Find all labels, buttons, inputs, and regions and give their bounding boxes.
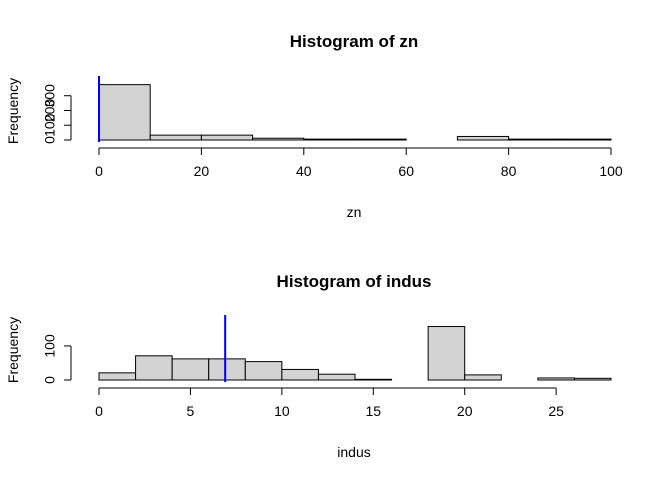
indus-bar: [317, 373, 356, 381]
indus-bar: [281, 368, 319, 381]
zn-bar: [252, 137, 305, 141]
zn-x-tick-label: 100: [599, 163, 623, 179]
zn-y-tick-label: 0: [42, 136, 58, 144]
zn-bar: [303, 138, 356, 141]
zn-x-tick-label: 60: [398, 163, 414, 179]
indus-histogram-title: Histogram of indus: [277, 272, 432, 291]
indus-bar: [98, 372, 137, 381]
indus-bar: [354, 378, 393, 381]
indus-bar: [464, 374, 502, 381]
indus-y-axis-label: Frequency: [5, 317, 21, 383]
indus-x-tick-label: 20: [457, 403, 473, 419]
zn-y-tick-label: 200: [42, 99, 58, 123]
zn-x-tick-label: 80: [501, 163, 517, 179]
indus-bar: [573, 377, 612, 381]
indus-bar: [427, 326, 466, 381]
indus-bar: [537, 377, 575, 381]
indus-bar: [135, 355, 173, 381]
indus-bar: [208, 358, 246, 381]
indus-x-tick-label: 10: [274, 403, 290, 419]
indus-x-tick-label: 0: [95, 403, 103, 419]
zn-y-tick-label: 100: [42, 113, 58, 137]
zn-bar: [149, 134, 202, 141]
zn-x-tick-label: 20: [194, 163, 210, 179]
indus-x-axis-label: indus: [337, 444, 370, 460]
indus-y-tick-label: 0: [42, 376, 58, 384]
indus-x-tick-label: 25: [548, 403, 564, 419]
zn-y-axis-label: Frequency: [5, 78, 21, 144]
indus-x-tick-label: 5: [187, 403, 195, 419]
zn-bar: [98, 84, 151, 141]
indus-y-tick-label: 100: [42, 334, 58, 358]
indus-histogram-plot: 0 5 10 15 20 25 0 100: [42, 315, 612, 419]
indus-bar: [171, 358, 210, 381]
zn-histogram-title: Histogram of zn: [290, 32, 418, 51]
zn-x-axis-label: zn: [347, 204, 362, 220]
zn-x-tick-label: 40: [296, 163, 312, 179]
zn-y-tick-label: 300: [42, 84, 58, 108]
indus-x-tick-label: 15: [365, 403, 381, 419]
zn-bar: [559, 138, 612, 141]
zn-bar: [456, 135, 510, 141]
zn-bar: [508, 138, 561, 141]
zn-bar: [200, 134, 254, 141]
indus-bar: [244, 361, 283, 381]
zn-x-tick-label: 0: [95, 163, 103, 179]
zn-bar: [354, 138, 407, 141]
